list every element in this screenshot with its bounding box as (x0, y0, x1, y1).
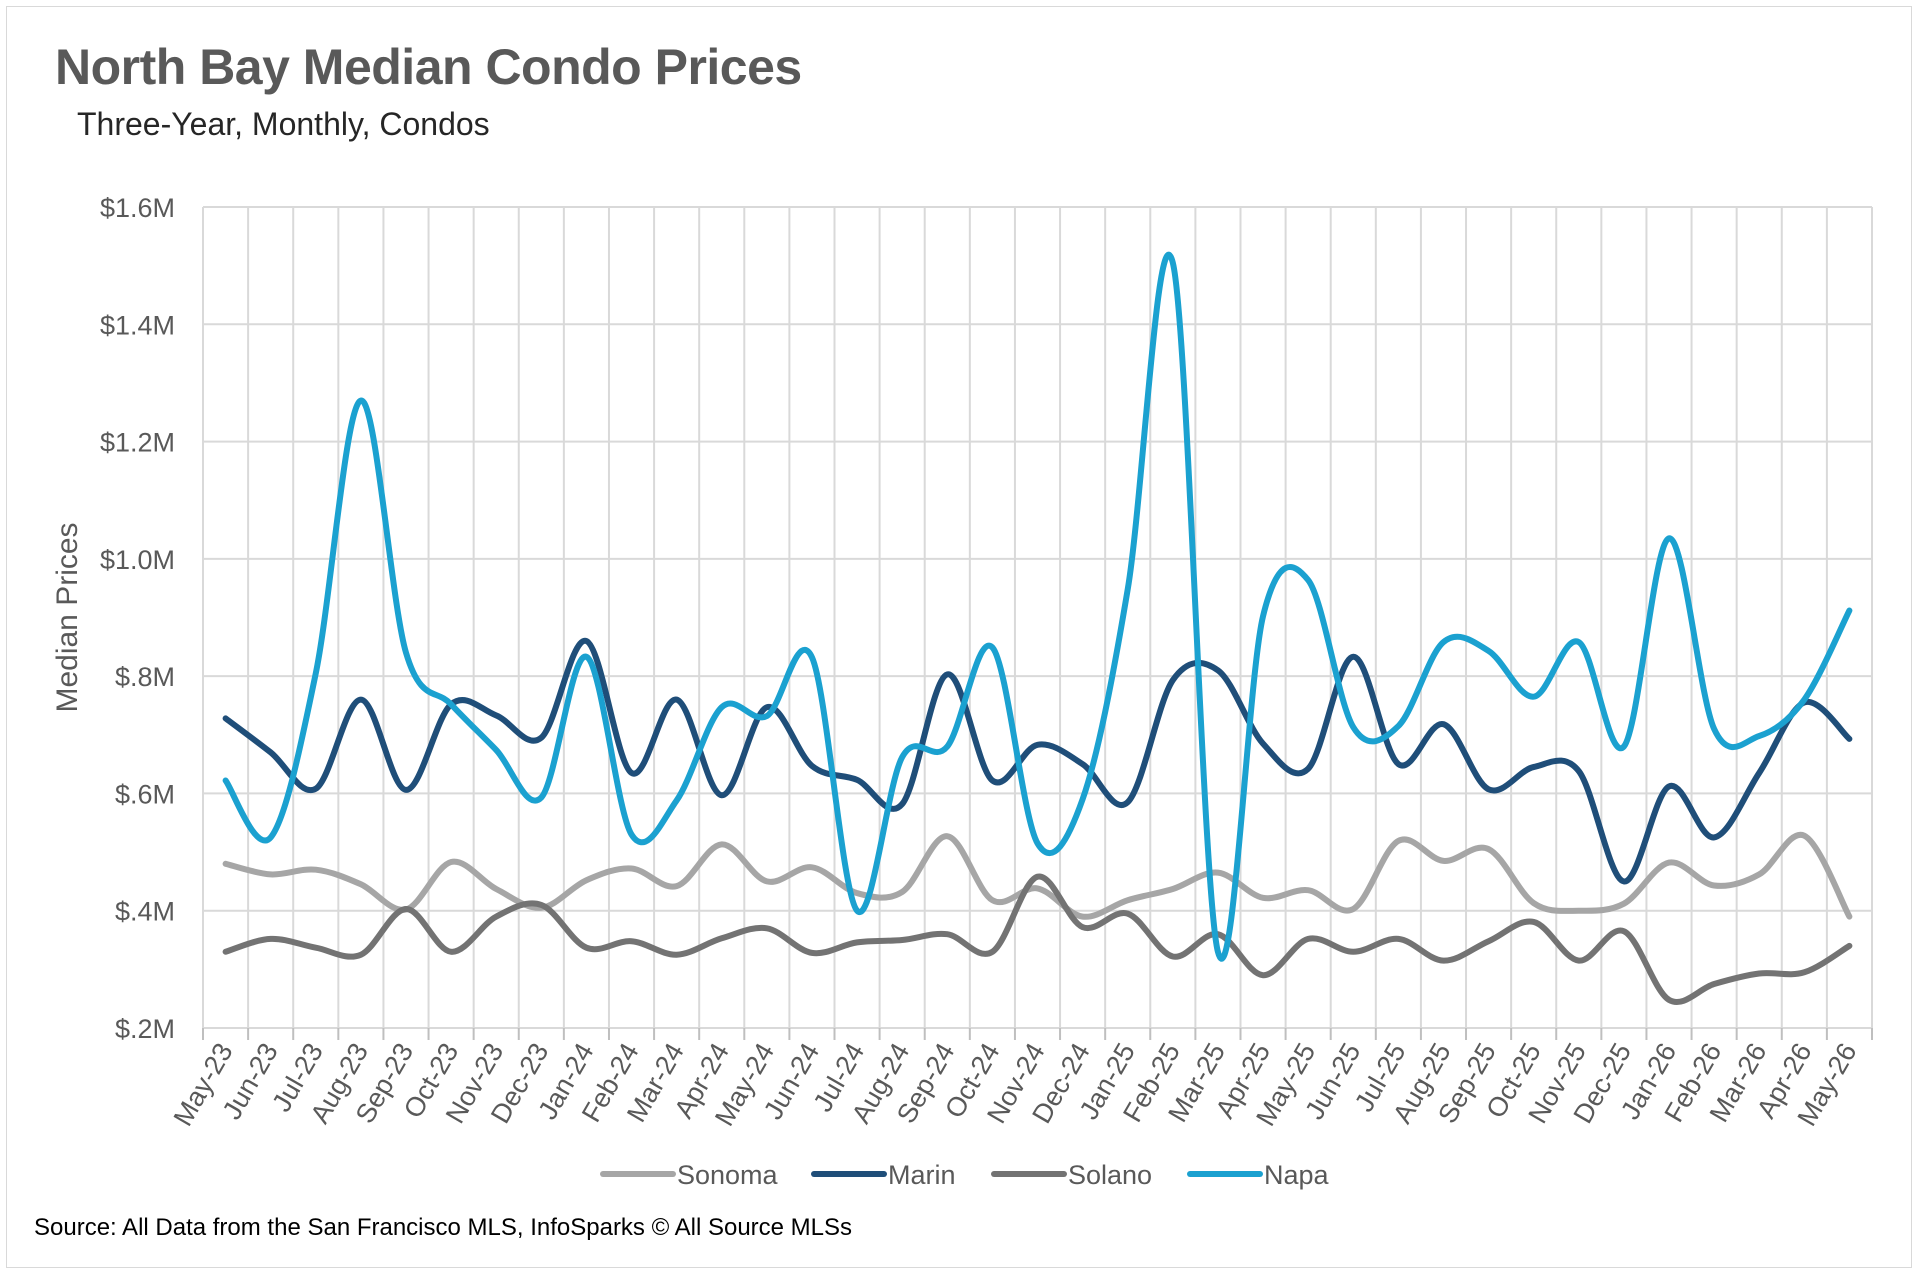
y-tick-label: $1.4M (100, 310, 175, 340)
source-note: Source: All Data from the San Francisco … (34, 1214, 853, 1241)
chart-subtitle: Three-Year, Monthly, Condos (77, 106, 490, 142)
y-tick-label: $.2M (115, 1014, 175, 1044)
legend-label-sonoma: Sonoma (677, 1160, 779, 1190)
y-tick-label: $1.6M (100, 193, 175, 223)
series-line-solano (222, 873, 1853, 1005)
legend: Sonoma Marin Solano Napa (600, 1160, 1330, 1190)
series-line-sonoma (222, 831, 1853, 920)
y-tick-label: $.6M (115, 779, 175, 809)
chart-frame (6, 6, 1912, 1268)
series-lines (222, 251, 1853, 1005)
series-line-napa (222, 251, 1853, 962)
gridlines (202, 206, 1873, 1040)
y-tick-label: $1.2M (100, 428, 175, 458)
y-axis-label: Median Prices (51, 522, 84, 712)
chart-title: North Bay Median Condo Prices (55, 39, 802, 95)
y-axis-ticks: $.2M $.4M $.6M $.8M $1.0M $1.2M $1.4M $1.6M (100, 193, 175, 1044)
series-line-marin (222, 638, 1853, 885)
legend-label-solano: Solano (1068, 1160, 1152, 1190)
legend-label-napa: Napa (1264, 1160, 1330, 1190)
y-tick-label: $1.0M (100, 545, 175, 575)
legend-label-marin: Marin (888, 1160, 956, 1190)
x-axis-ticks: May-23Jun-23Jul-23Aug-23Sep-23Oct-23Nov-… (168, 1038, 1863, 1131)
y-tick-label: $.4M (115, 897, 175, 927)
y-tick-label: $.8M (115, 662, 175, 692)
